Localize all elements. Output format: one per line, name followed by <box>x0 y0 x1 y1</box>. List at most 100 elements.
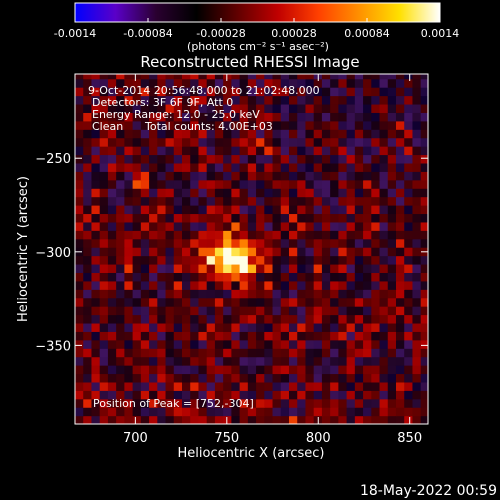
heatmap-cell <box>157 112 167 122</box>
heatmap-cell <box>223 314 232 324</box>
heatmap-cell <box>387 78 397 88</box>
heatmap-cell <box>157 247 167 257</box>
heatmap-cell <box>140 230 150 240</box>
heatmap-cell <box>107 87 117 97</box>
heatmap-cell <box>198 263 208 273</box>
heatmap-cell <box>140 263 150 273</box>
heatmap-cell <box>165 103 175 113</box>
heatmap-cell <box>149 365 158 375</box>
heatmap-cell <box>330 339 339 349</box>
heatmap-cell <box>256 263 265 273</box>
heatmap-cell <box>75 415 84 424</box>
heatmap-cell <box>116 306 125 316</box>
heatmap-cell <box>157 179 167 189</box>
heatmap-cell <box>83 390 93 400</box>
heatmap-cell <box>256 297 265 307</box>
heatmap-cell <box>83 348 93 358</box>
heatmap-cell <box>116 137 125 147</box>
heatmap-cell <box>182 322 191 332</box>
heatmap-cell <box>272 129 282 139</box>
heatmap-cell <box>395 263 405 273</box>
heatmap-cell <box>223 255 232 265</box>
heatmap-cell <box>280 146 290 156</box>
heatmap-cell <box>116 238 125 248</box>
heatmap-cell <box>387 230 397 240</box>
heatmap-cell <box>83 120 93 130</box>
heatmap-cell <box>157 365 167 375</box>
heatmap-cell <box>239 230 249 240</box>
heatmap-cell <box>190 146 200 156</box>
heatmap-cell <box>321 272 331 282</box>
heatmap-cell <box>140 322 150 332</box>
heatmap-cell <box>412 74 422 80</box>
heatmap-cell <box>124 146 134 156</box>
heatmap-cell <box>264 263 274 273</box>
heatmap-cell <box>231 120 241 130</box>
heatmap-cell <box>297 381 307 391</box>
heatmap-cell <box>330 297 339 307</box>
heatmap-cell <box>132 407 142 417</box>
heatmap-cell <box>256 87 265 97</box>
heatmap-cell <box>132 205 142 215</box>
heatmap-cell <box>140 154 150 164</box>
heatmap-cell <box>280 407 290 417</box>
heatmap-cell <box>190 171 200 181</box>
heatmap-cell <box>198 221 208 231</box>
heatmap-cell <box>354 297 364 307</box>
heatmap-cell <box>107 171 117 181</box>
heatmap-cell <box>124 390 134 400</box>
heatmap-cell <box>387 398 397 408</box>
heatmap-cell <box>83 112 93 122</box>
heatmap-cell <box>338 137 348 147</box>
heatmap-cell <box>91 213 101 223</box>
heatmap-cell <box>346 339 356 349</box>
heatmap-cell <box>99 154 109 164</box>
heatmap-cell <box>379 74 389 80</box>
heatmap-cell <box>387 196 397 206</box>
heatmap-cell <box>99 314 109 324</box>
heatmap-cell <box>239 74 249 80</box>
colorbar-tick-label: -0.00028 <box>196 27 245 40</box>
heatmap-cell <box>149 188 158 198</box>
heatmap-cell <box>75 314 84 324</box>
heatmap-cell <box>99 390 109 400</box>
heatmap-cell <box>231 272 241 282</box>
heatmap-cell <box>395 112 405 122</box>
heatmap-cell <box>330 263 339 273</box>
heatmap-cell <box>280 238 290 248</box>
heatmap-cell <box>214 390 224 400</box>
heatmap-cell <box>264 407 274 417</box>
heatmap-cell <box>288 162 298 172</box>
heatmap-cell <box>173 365 183 375</box>
heatmap-cell <box>239 129 249 139</box>
heatmap-cell <box>140 146 150 156</box>
heatmap-cell <box>363 205 372 215</box>
heatmap-cell <box>107 272 117 282</box>
heatmap-cell <box>404 247 414 257</box>
heatmap-cell <box>256 247 265 257</box>
x-tick-label: 800 <box>306 431 331 446</box>
heatmap-cell <box>132 348 142 358</box>
heatmap-cell <box>157 263 167 273</box>
heatmap-cell <box>371 137 381 147</box>
heatmap-cell <box>206 314 216 324</box>
heatmap-cell <box>321 331 331 341</box>
heatmap-cell <box>346 289 356 299</box>
heatmap-cell <box>116 188 125 198</box>
heatmap-cell <box>387 339 397 349</box>
heatmap-cell <box>149 238 158 248</box>
heatmap-cell <box>346 205 356 215</box>
heatmap-cell <box>280 415 290 424</box>
heatmap-cell <box>387 415 397 424</box>
heatmap-cell <box>231 263 241 273</box>
heatmap-cell <box>239 238 249 248</box>
heatmap-cell <box>239 407 249 417</box>
heatmap-cell <box>247 78 257 88</box>
heatmap-cell <box>288 314 298 324</box>
heatmap-cell <box>124 213 134 223</box>
heatmap-cell <box>214 188 224 198</box>
heatmap-cell <box>288 407 298 417</box>
heatmap-cell <box>420 103 428 113</box>
heatmap-cell <box>420 129 428 139</box>
heatmap-cell <box>190 297 200 307</box>
